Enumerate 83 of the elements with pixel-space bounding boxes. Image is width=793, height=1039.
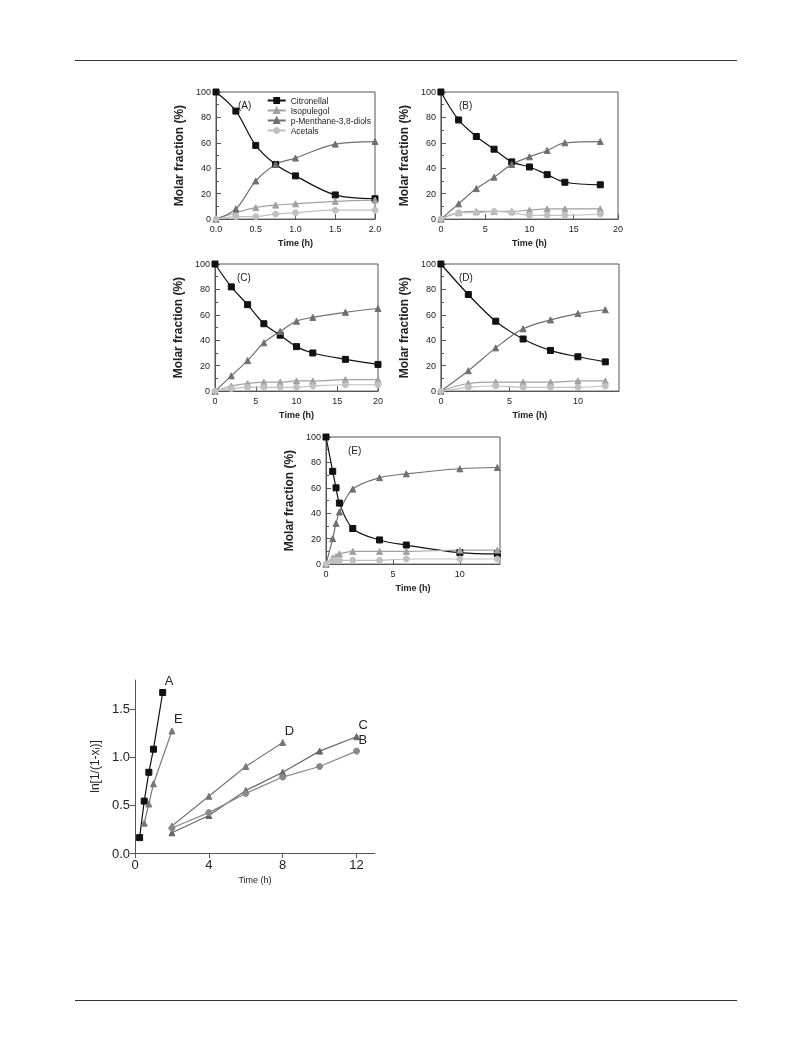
- y-tick-label: 80: [310, 457, 321, 468]
- x-tick-label: 0: [438, 223, 444, 234]
- series-label: B: [358, 731, 368, 747]
- x-tick-label: 2.0: [368, 223, 382, 234]
- y-tick-label: 20: [200, 188, 211, 199]
- y-axis-title: Molar fraction (%): [171, 276, 186, 379]
- y-tick-label: 60: [200, 137, 211, 148]
- y-tick-label: 0: [430, 214, 436, 225]
- y-tick-label: 80: [199, 284, 210, 295]
- y-tick-label: 80: [425, 112, 436, 123]
- y-tick-label: 20: [199, 360, 210, 371]
- x-tick-label: 15: [568, 223, 579, 234]
- annotation: (C): [237, 271, 251, 283]
- y-tick-label: 100: [420, 259, 436, 269]
- series-label: A: [164, 672, 174, 688]
- y-tick-label: 20: [425, 188, 436, 199]
- y-tick-label: 100: [305, 432, 321, 442]
- series-label: D: [284, 722, 295, 738]
- annotation: (A): [238, 99, 252, 111]
- y-tick-label: 40: [199, 335, 210, 346]
- y-tick-label: 0: [430, 386, 436, 397]
- legend-label: Citronellal: [290, 95, 329, 106]
- x-axis-title: Time (h): [512, 409, 548, 420]
- y-tick-label: 20: [425, 360, 436, 371]
- y-axis-title: Molar fraction (%): [172, 104, 187, 207]
- x-tick-label: 0: [438, 395, 444, 406]
- y-axis-title: Molar fraction (%): [397, 104, 411, 207]
- x-tick-label: 1.0: [289, 223, 302, 234]
- y-axis-title: ln[1/(1-xᵢ)]: [88, 740, 102, 793]
- y-tick-label: 100: [195, 87, 211, 97]
- y-tick-label: 100: [194, 259, 210, 269]
- y-tick-label: 1.5: [111, 701, 130, 717]
- x-axis-title: Time (h): [279, 409, 314, 420]
- x-tick-label: 1.5: [328, 223, 342, 234]
- y-tick-label: 60: [310, 482, 321, 493]
- x-tick-label: 10: [291, 395, 302, 406]
- x-tick-label: 0.5: [249, 223, 263, 234]
- series-label: C: [358, 717, 368, 733]
- legend-label: Acetals: [290, 125, 319, 136]
- y-tick-label: 0: [315, 559, 321, 570]
- x-tick-label: 20: [372, 395, 384, 406]
- y-tick-label: 20: [310, 533, 321, 544]
- x-tick-label: 4: [205, 857, 213, 872]
- x-tick-label: 0: [323, 568, 329, 579]
- x-axis-title: Time (h): [278, 237, 313, 248]
- annotation: (D): [459, 271, 473, 283]
- y-tick-label: 0: [205, 214, 211, 225]
- x-tick-label: 5: [482, 223, 488, 234]
- annotation: (E): [348, 444, 362, 456]
- x-tick-label: 12: [349, 857, 364, 872]
- y-tick-label: 60: [425, 137, 436, 148]
- x-tick-label: 10: [524, 223, 535, 234]
- x-tick-label: 5: [253, 395, 259, 406]
- y-tick-label: 0.5: [111, 797, 130, 813]
- x-tick-label: 10: [454, 568, 465, 579]
- y-tick-label: 40: [200, 163, 211, 174]
- y-tick-label: 0: [204, 386, 210, 397]
- y-axis-title: Molar fraction (%): [397, 276, 411, 379]
- x-axis-title: Time (h): [238, 875, 272, 886]
- x-tick-label: 5: [506, 395, 512, 406]
- annotation: (B): [459, 99, 473, 111]
- y-tick-label: 80: [425, 284, 436, 295]
- y-tick-label: 60: [199, 309, 210, 320]
- x-tick-label: 5: [390, 568, 396, 579]
- y-tick-label: 40: [425, 163, 436, 174]
- y-tick-label: 40: [425, 335, 436, 346]
- y-tick-label: 1.0: [111, 749, 130, 765]
- y-tick-label: 100: [420, 87, 436, 97]
- x-axis-title: Time (h): [512, 237, 547, 248]
- y-tick-label: 40: [310, 508, 321, 519]
- y-tick-label: 60: [425, 309, 436, 320]
- x-tick-label: 0: [212, 395, 218, 406]
- y-tick-label: 0.0: [111, 845, 130, 861]
- x-tick-label: 20: [612, 223, 624, 234]
- series-label: E: [173, 711, 183, 727]
- y-tick-label: 80: [200, 112, 211, 123]
- x-tick-label: 10: [572, 395, 583, 406]
- x-tick-label: 8: [279, 857, 287, 872]
- legend-label: p-Menthane-3,8-diols: [290, 115, 372, 126]
- y-axis-title: Molar fraction (%): [282, 449, 297, 552]
- x-tick-label: 15: [332, 395, 343, 406]
- x-axis-title: Time (h): [395, 582, 431, 593]
- legend-label: Isopulegol: [290, 105, 330, 116]
